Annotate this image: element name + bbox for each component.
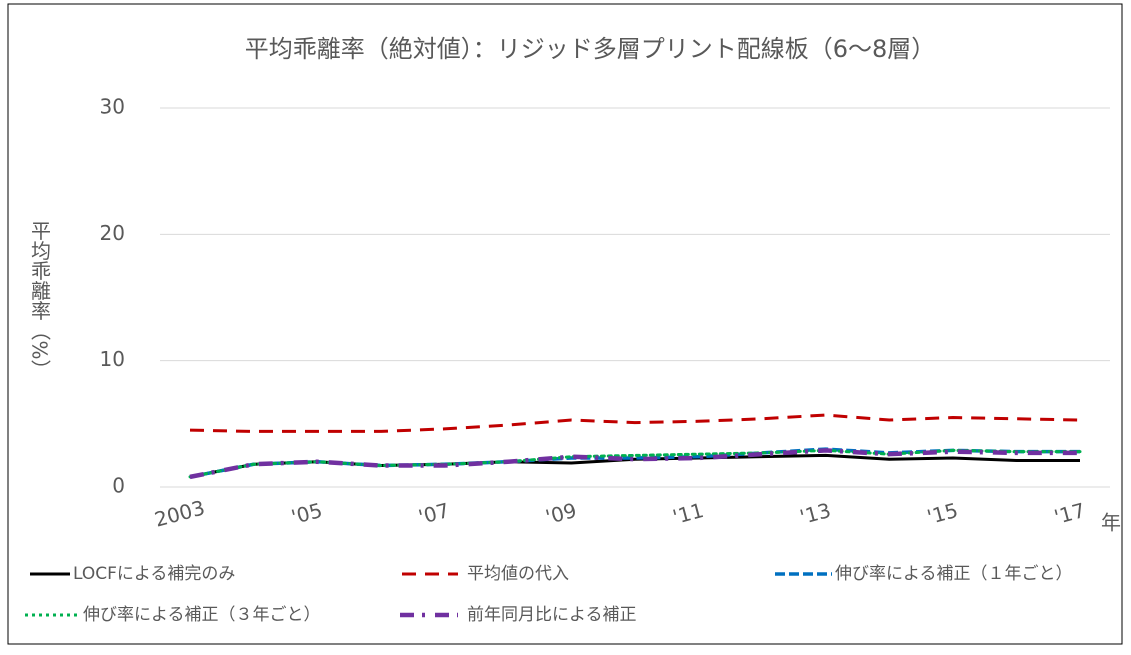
legend-label: LOCFによる補完のみ — [73, 564, 235, 584]
legend-label: 伸び率による補正（３年ごと） — [83, 605, 321, 625]
legend-label: 伸び率による補正（１年ごと） — [835, 564, 1073, 584]
y-axis-title: 平均乖離率（%） — [28, 220, 52, 379]
x-axis-title: 年 — [1101, 511, 1121, 535]
y-tick-label: 20 — [100, 221, 125, 245]
legend-label: 前年同月比による補正 — [467, 605, 637, 625]
chart-title: 平均乖離率（絶対値）：リジッド多層プリント配線板（6～8層） — [245, 35, 936, 63]
series-line — [189, 448, 1080, 480]
y-tick-label: 0 — [112, 474, 125, 498]
chart-border — [7, 3, 1123, 645]
y-tick-label: 30 — [100, 95, 125, 119]
y-tick-label: 10 — [100, 347, 125, 371]
legend-label: 平均値の代入 — [467, 564, 569, 584]
series-line — [189, 413, 1081, 433]
